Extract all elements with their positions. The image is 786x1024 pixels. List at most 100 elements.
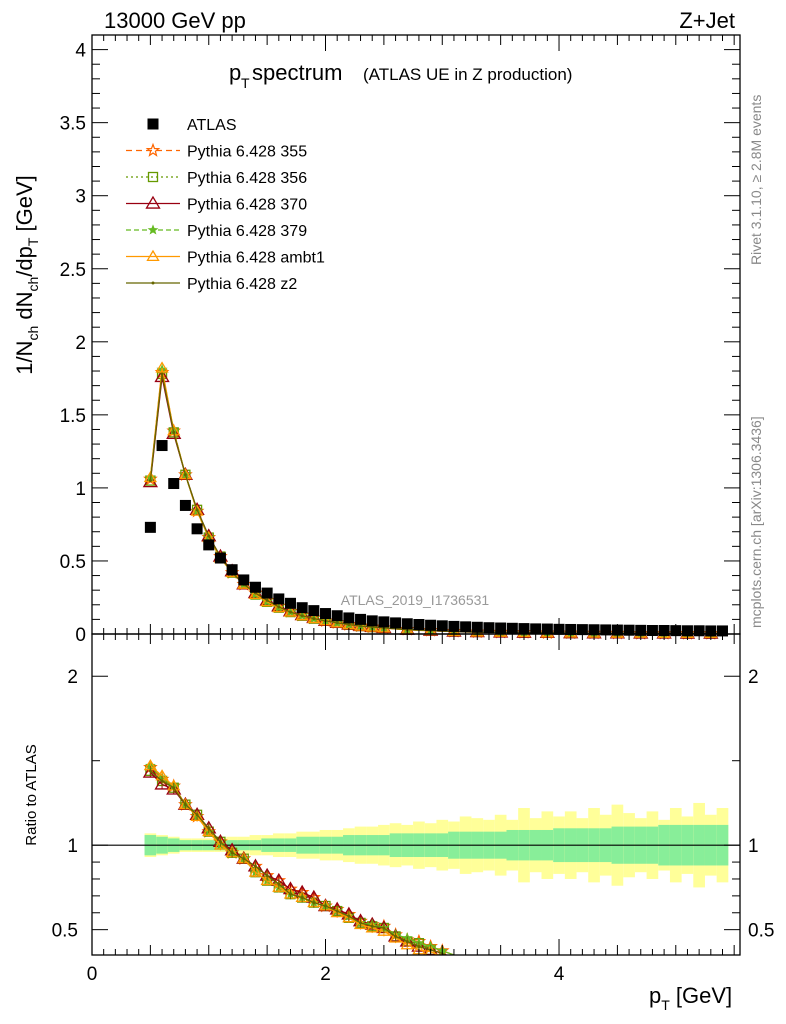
energy-label: 13000 GeV pp (104, 8, 246, 33)
main-ytick-label: 1 (75, 479, 86, 500)
legend-item: Pythia 6.428 355 (126, 142, 307, 161)
xtick-label: 0 (87, 964, 98, 985)
ratio-point (260, 873, 274, 886)
data-point (203, 539, 215, 551)
data-point (390, 617, 402, 629)
ratio-line (149, 770, 501, 970)
ratio-line (149, 770, 501, 970)
ratio-point (394, 934, 398, 938)
legend-marker (147, 118, 159, 130)
legend-marker (146, 249, 160, 262)
main-point (312, 617, 316, 621)
ratio-ytick-label: 0.5 (52, 921, 78, 942)
ratio-point (400, 938, 414, 950)
main-ytick-label: 0 (75, 625, 86, 646)
ratio-point (370, 924, 374, 928)
ratio-point (195, 813, 199, 817)
data-point (214, 552, 226, 564)
data-point (144, 521, 156, 533)
ratio-point (300, 896, 304, 900)
data-point (296, 602, 308, 614)
main-point (207, 534, 211, 538)
rivet-label: Rivet 3.1.10, ≥ 2.8M events (748, 95, 764, 265)
axes-frames: 0 0.5 1 1.5 2 2.5 3 3.5 4 0 2 4 0.5 0.5 1 1 2 2 (52, 34, 774, 985)
data-point (308, 605, 320, 617)
plot-title: p T spectrum (ATLAS UE in Z production) (229, 60, 572, 91)
main-point (190, 504, 204, 516)
ratio-point (172, 786, 176, 790)
legend-label: Pythia 6.428 370 (187, 197, 307, 214)
data-point (355, 613, 367, 625)
data-point (168, 478, 180, 490)
ratio-ytick-label: 2 (67, 667, 78, 688)
data-point (460, 621, 472, 633)
ratio-point (359, 921, 363, 925)
legend-item: Pythia 6.428 356 (126, 170, 307, 187)
data-point (471, 621, 483, 633)
ratio-point (347, 914, 351, 918)
main-point (248, 587, 263, 600)
main-point (172, 430, 176, 434)
ratio-point (183, 803, 187, 807)
legend-marker (147, 171, 159, 183)
title-sub: T (241, 75, 250, 91)
xtick-label: 2 (320, 964, 331, 985)
main-ytick-label: 3 (75, 187, 86, 208)
ratio-ytick-label: 1 (67, 836, 78, 857)
data-point (483, 622, 495, 634)
main-ylabel: 1/Nch dNch/dpT [GeV] (12, 175, 41, 375)
title-p: p (229, 60, 241, 85)
legend-label: Pythia 6.428 356 (187, 170, 307, 187)
title-word: spectrum (252, 60, 342, 85)
data-point (261, 587, 273, 599)
ratio-point (160, 779, 164, 783)
main-point (300, 614, 304, 618)
main-ytick-label: 1.5 (60, 406, 86, 427)
main-ytick-label: 3.5 (60, 114, 86, 135)
svg-text:1/Nch dNch/dpT [GeV]: 1/Nch dNch/dpT [GeV] (12, 175, 41, 375)
data-point (156, 440, 168, 452)
main-ytick-label: 2.5 (60, 260, 86, 281)
ratio-ytick-label-right: 1 (748, 836, 759, 857)
xtick-label: 4 (554, 964, 565, 985)
data-point (249, 581, 261, 593)
main-point (148, 479, 152, 483)
data-point (425, 619, 437, 631)
data-point (226, 564, 238, 576)
ratio-point (248, 865, 263, 877)
data-point (179, 499, 191, 511)
data-point (238, 574, 250, 586)
legend-label: Pythia 6.428 379 (187, 223, 307, 240)
data-point (331, 610, 343, 622)
ratio-point (335, 909, 339, 913)
legend-item: Pythia 6.428 379 (126, 223, 307, 240)
mcplots-label: mcplots.cern.ch [arXiv:1306.3436] (748, 416, 764, 628)
main-ytick-label: 0.5 (60, 552, 86, 573)
legend-marker (147, 224, 159, 235)
ratio-ytick-label-right: 2 (748, 667, 759, 688)
legend-item: Pythia 6.428 370 (126, 195, 307, 214)
data-point (273, 593, 285, 605)
ratio-point (207, 826, 211, 830)
legend-item: Pythia 6.428 z2 (126, 276, 297, 293)
main-point (272, 600, 286, 613)
data-point (413, 619, 425, 631)
ratio-point (265, 874, 269, 878)
main-point (154, 369, 170, 383)
main-point (359, 624, 363, 628)
ratio-point (288, 892, 292, 896)
main-point (178, 467, 193, 480)
main-point (195, 508, 199, 512)
ratio-point (277, 882, 281, 886)
clip-cover (92, 955, 740, 1024)
ratio-point (324, 904, 328, 908)
data-point (378, 616, 390, 628)
ratio-point (166, 781, 182, 795)
process-label: Z+Jet (679, 8, 735, 33)
legend-marker (145, 142, 161, 157)
main-point (155, 361, 169, 373)
ratio-panel (92, 758, 740, 970)
ratio-point (405, 939, 409, 943)
legend-marker (145, 195, 161, 209)
